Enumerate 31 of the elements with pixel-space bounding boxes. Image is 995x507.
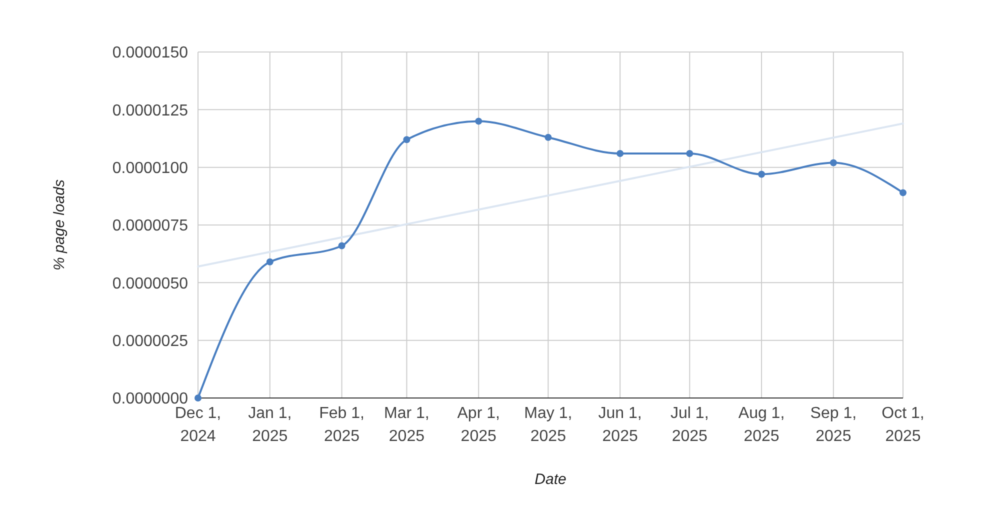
y-tick-label: 0.0000125 — [112, 102, 188, 120]
x-tick-label: Mar 1, 2025 — [384, 405, 430, 445]
point — [475, 118, 482, 125]
x-tick-label: Feb 1, 2025 — [319, 405, 364, 445]
x-tick-label: Oct 1, 2025 — [882, 405, 924, 445]
point — [758, 170, 766, 178]
point — [686, 150, 694, 157]
point — [830, 159, 837, 166]
point — [900, 189, 906, 196]
x-tick-label: May 1, 2025 — [524, 405, 572, 445]
point — [266, 258, 274, 266]
x-tick-label: Jun 1, 2025 — [598, 405, 642, 445]
x-axis-title: Date — [534, 471, 566, 488]
x-tick-label: Sep 1, 2025 — [810, 405, 857, 445]
x-tick-label: Apr 1, 2025 — [457, 405, 500, 445]
y-tick-label: 0.0000050 — [112, 275, 188, 292]
y-tick-label: 0.0000150 — [112, 44, 188, 62]
y-tick-label: 0.0000100 — [112, 160, 188, 177]
point — [338, 242, 346, 250]
y-tick-label: 0.0000025 — [112, 332, 188, 350]
x-tick-label: Dec 1, 2024 — [174, 405, 222, 445]
point — [403, 136, 410, 144]
x-tick-label: Jul 1, 2025 — [670, 405, 709, 445]
y-tick-label: 0.0000000 — [112, 390, 188, 408]
y-axis-title: % page loads — [51, 179, 68, 270]
y-tick-label: 0.0000075 — [112, 218, 188, 235]
point — [544, 134, 552, 141]
x-tick-label: Aug 1, 2025 — [738, 405, 785, 445]
x-tick-label: Jan 1, 2025 — [248, 405, 292, 445]
point — [616, 150, 624, 157]
point — [194, 394, 202, 402]
